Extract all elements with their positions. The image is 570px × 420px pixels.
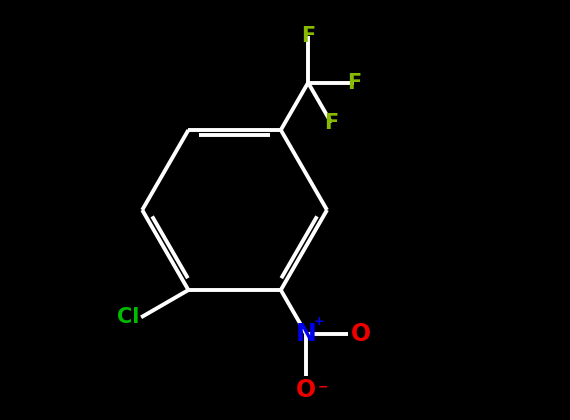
Text: N: N xyxy=(296,322,316,346)
Text: O: O xyxy=(351,322,372,346)
Text: F: F xyxy=(347,73,361,93)
Text: O: O xyxy=(296,378,316,402)
Text: Cl: Cl xyxy=(117,307,139,327)
Text: F: F xyxy=(301,26,315,47)
Text: −: − xyxy=(317,381,328,394)
Text: +: + xyxy=(314,315,324,328)
Text: F: F xyxy=(324,113,339,133)
